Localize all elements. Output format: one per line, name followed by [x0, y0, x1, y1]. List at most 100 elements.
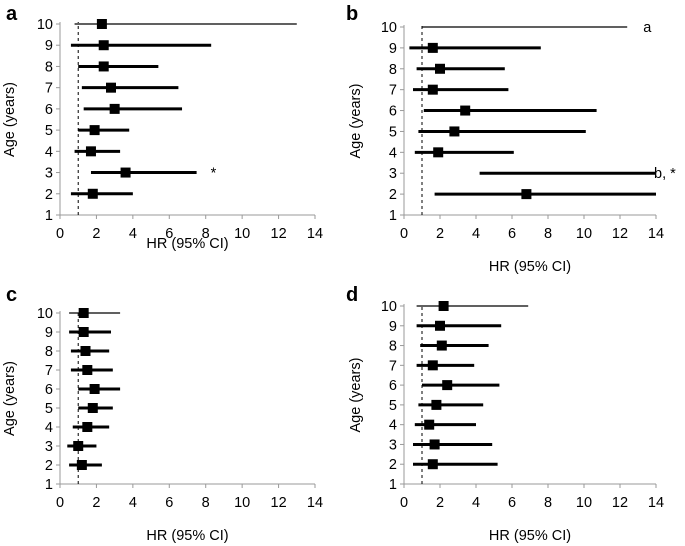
panel-letter-d: d [346, 284, 358, 306]
y-tick-label: 3 [45, 166, 53, 182]
x-tick-label: 12 [271, 495, 287, 511]
y-tick-label: 1 [389, 477, 397, 493]
y-tick-label: 7 [389, 358, 397, 374]
x-tick-label: 14 [307, 226, 323, 242]
y-tick-label: 6 [389, 104, 397, 120]
y-tick-label: 3 [389, 166, 397, 182]
x-axis-title: HR (95% CI) [146, 236, 228, 252]
x-tick-label: 12 [271, 226, 287, 242]
x-tick-label: 6 [508, 226, 516, 242]
x-tick-label: 4 [129, 226, 137, 242]
y-tick-label: 2 [389, 457, 397, 473]
hr-point-marker [460, 105, 471, 116]
y-tick-label: 1 [389, 208, 397, 224]
y-tick-label: 10 [37, 306, 53, 322]
x-tick-label: 0 [400, 495, 408, 511]
hr-point-marker [109, 103, 120, 114]
y-tick-label: 8 [389, 62, 397, 78]
y-axis-title: Age (years) [348, 84, 364, 159]
hr-point-marker [89, 125, 100, 136]
hr-point-marker [427, 42, 438, 53]
x-tick-label: 10 [234, 226, 250, 242]
y-tick-label: 3 [389, 437, 397, 453]
y-tick-label: 8 [45, 344, 53, 360]
hr-point-marker [98, 40, 109, 51]
hr-point-marker [82, 422, 93, 432]
hr-point-marker [433, 147, 444, 158]
hr-point-marker [427, 84, 438, 95]
y-tick-label: 5 [389, 398, 397, 414]
y-tick-label: 7 [45, 81, 53, 97]
x-tick-label: 8 [202, 495, 210, 511]
annotation-label: * [211, 166, 217, 182]
x-tick-label: 6 [165, 226, 173, 242]
y-tick-label: 10 [381, 20, 397, 36]
y-tick-label: 8 [45, 59, 53, 75]
x-tick-label: 8 [202, 226, 210, 242]
hr-point-marker [106, 82, 116, 93]
x-tick-label: 6 [508, 495, 516, 511]
x-tick-label: 6 [165, 495, 173, 511]
x-tick-label: 10 [576, 495, 592, 511]
y-tick-label: 2 [45, 187, 53, 203]
hr-point-marker [120, 167, 131, 178]
x-tick-label: 14 [648, 495, 664, 511]
hr-point-marker [82, 365, 93, 375]
x-axis-title: HR (95% CI) [489, 259, 571, 275]
y-tick-label: 5 [389, 124, 397, 140]
hr-point-marker [442, 380, 453, 391]
y-tick-label: 6 [45, 382, 53, 398]
x-tick-label: 0 [56, 495, 64, 511]
hr-point-marker [78, 327, 89, 337]
hr-point-marker [427, 360, 438, 371]
y-axis-title: Age (years) [2, 361, 18, 436]
y-axis-title: Age (years) [348, 358, 364, 433]
y-tick-label: 9 [45, 38, 53, 54]
y-tick-label: 4 [389, 145, 397, 161]
panel-letter-c: c [6, 284, 17, 306]
hr-point-marker [429, 439, 440, 450]
x-tick-label: 10 [576, 226, 592, 242]
x-tick-label: 2 [92, 226, 100, 242]
annotation-label: a [643, 20, 652, 36]
hr-point-marker [438, 301, 449, 311]
x-tick-label: 10 [234, 495, 250, 511]
hr-point-marker [87, 403, 98, 413]
hr-point-marker [424, 419, 435, 430]
y-tick-label: 5 [45, 123, 53, 139]
y-tick-label: 10 [37, 17, 53, 33]
hr-point-marker [87, 188, 98, 199]
hr-point-marker [96, 19, 107, 29]
hr-point-marker [85, 146, 96, 157]
hr-point-marker [89, 384, 100, 394]
hr-point-marker [521, 189, 532, 200]
x-tick-label: 0 [56, 226, 64, 242]
y-tick-label: 7 [45, 363, 53, 379]
y-tick-label: 7 [389, 83, 397, 99]
hr-point-marker [431, 399, 442, 410]
y-tick-label: 9 [45, 325, 53, 341]
x-axis-title: HR (95% CI) [146, 528, 228, 544]
hr-point-marker [73, 441, 84, 451]
y-tick-label: 4 [389, 418, 397, 434]
y-tick-label: 4 [45, 144, 53, 160]
x-tick-label: 2 [436, 226, 444, 242]
y-tick-label: 9 [389, 319, 397, 335]
x-tick-label: 4 [129, 495, 137, 511]
x-tick-label: 14 [307, 495, 323, 511]
y-tick-label: 9 [389, 41, 397, 57]
y-tick-label: 2 [45, 458, 53, 474]
x-tick-label: 4 [472, 226, 480, 242]
hr-point-marker [76, 460, 87, 470]
y-tick-label: 3 [45, 439, 53, 455]
x-tick-label: 8 [544, 226, 552, 242]
y-tick-label: 1 [45, 208, 53, 224]
hr-point-marker [98, 61, 109, 72]
hr-point-marker [449, 126, 460, 137]
y-tick-label: 6 [45, 102, 53, 118]
hr-point-marker [80, 346, 91, 356]
